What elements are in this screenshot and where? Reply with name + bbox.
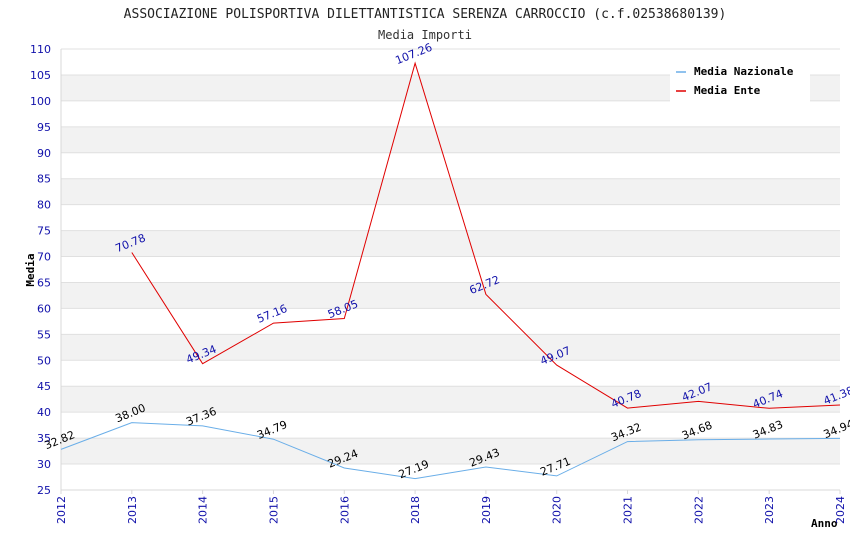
x-tick-label: 2019 (480, 496, 493, 524)
grid-band (61, 178, 840, 205)
y-tick-label: 55 (37, 328, 51, 341)
grid-band (61, 334, 840, 361)
legend-box (670, 61, 810, 103)
grid-band (61, 282, 840, 309)
series-line-media-nazionale (60, 422, 841, 480)
grid-band (61, 386, 840, 413)
grid-band (61, 152, 840, 179)
y-tick-label: 50 (37, 354, 51, 367)
y-tick-label: 85 (37, 173, 51, 186)
x-tick-label: 2012 (55, 496, 68, 524)
chart-title: ASSOCIAZIONE POLISPORTIVA DILETTANTISTIC… (124, 7, 727, 22)
legend-label-media-nazionale: Media Nazionale (694, 65, 794, 78)
grid-band (61, 204, 840, 231)
y-tick-label: 65 (37, 276, 51, 289)
x-tick-label: 2023 (763, 496, 776, 524)
grid-bands (61, 49, 840, 490)
x-tick-label: 2014 (197, 496, 210, 524)
x-tick-label: 2024 (834, 496, 847, 524)
series-lines (60, 61, 841, 480)
x-axis-label: Anno (811, 517, 838, 530)
y-tick-label: 35 (37, 432, 51, 445)
y-tick-label: 60 (37, 302, 51, 315)
y-axis-label: Media (24, 253, 37, 286)
x-tick-label: 2020 (551, 496, 564, 524)
y-tick-label: 90 (37, 147, 51, 160)
grid-band (61, 126, 840, 153)
grid-band (61, 360, 840, 387)
gridlines (61, 48, 840, 491)
y-tick-label: 30 (37, 458, 51, 471)
y-tick-label: 45 (37, 380, 51, 393)
y-tick-label: 100 (30, 95, 51, 108)
y-tick-label: 70 (37, 251, 51, 264)
y-tick-label: 25 (37, 484, 51, 497)
x-tick-label: 2015 (267, 496, 280, 524)
y-tick-labels: 25 30 35 40 45 50 55 60 65 70 75 80 85 90 95 100 105 110 (30, 43, 51, 497)
grid-band (61, 100, 840, 127)
x-tick-label: 2016 (338, 496, 351, 524)
grid-band (61, 464, 840, 490)
y-tick-label: 95 (37, 121, 51, 134)
chart-subtitle: Media Importi (378, 28, 472, 42)
legend-label-media-ente: Media Ente (694, 84, 761, 97)
grid-band (61, 230, 840, 257)
grid-band (61, 438, 840, 465)
x-tick-label: 2013 (126, 496, 139, 524)
series-line-media-ente (131, 61, 841, 409)
x-tick-label: 2018 (409, 496, 422, 524)
legend: Media Nazionale Media Ente (670, 61, 810, 103)
x-tick-label: 2021 (622, 496, 635, 524)
x-tick-labels: 2012 2013 2014 2015 2016 2018 2019 2020 2021 2022… (55, 496, 847, 524)
y-tick-label: 75 (37, 225, 51, 238)
y-tick-label: 105 (30, 69, 51, 82)
y-tick-label: 80 (37, 199, 51, 212)
axes (60, 49, 841, 494)
grid-band (61, 308, 840, 335)
grid-band (61, 256, 840, 283)
y-tick-label: 110 (30, 43, 51, 56)
y-tick-label: 40 (37, 406, 51, 419)
x-tick-label: 2022 (692, 496, 705, 524)
